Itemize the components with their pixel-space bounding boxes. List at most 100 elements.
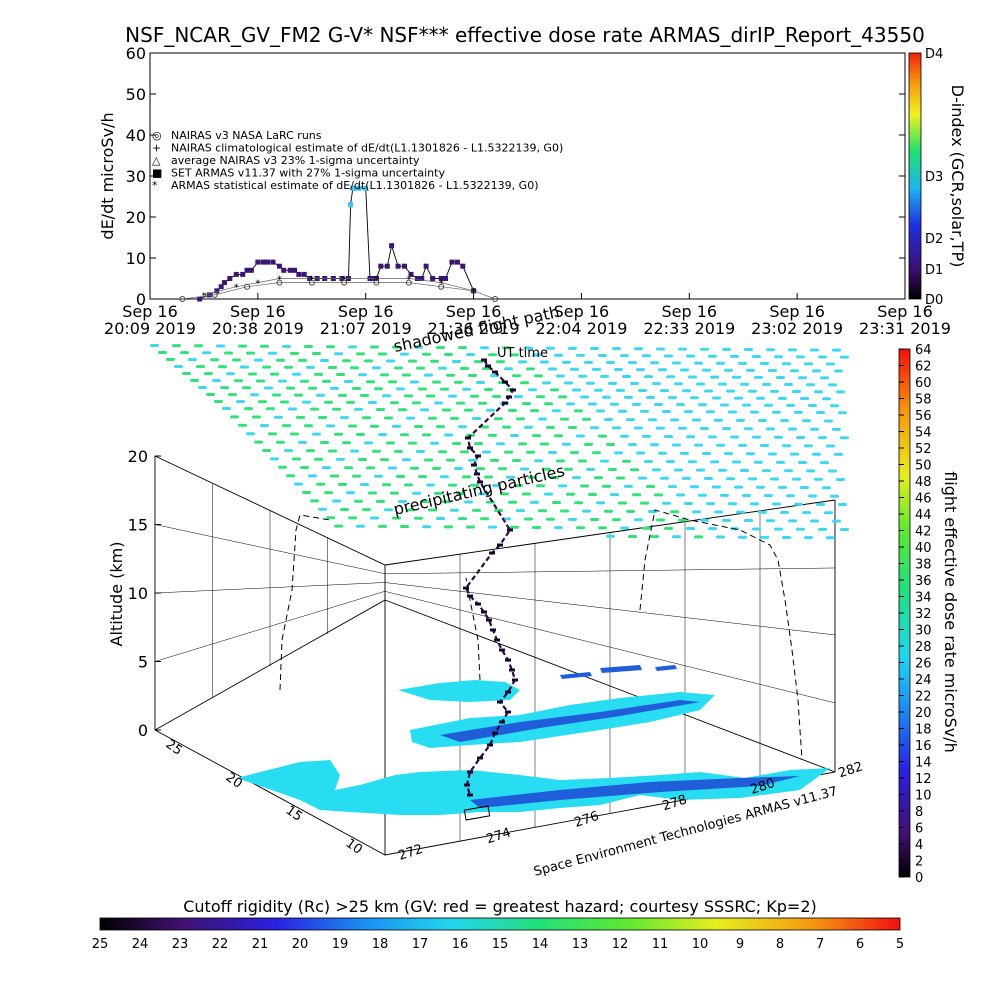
particle-dash xyxy=(530,409,539,413)
particle-dash xyxy=(808,404,817,408)
particle-dash xyxy=(322,466,331,470)
flight-track-point xyxy=(512,678,518,682)
particle-dash xyxy=(340,416,349,420)
particle-dash xyxy=(542,467,551,471)
particle-dash xyxy=(408,441,417,445)
particle-dash xyxy=(636,368,645,372)
particle-dash xyxy=(688,460,697,464)
particle-dash xyxy=(320,359,329,363)
particle-dash xyxy=(444,433,453,437)
legend-entry: average NAIRAS v3 23% 1-sigma uncertaint… xyxy=(171,154,420,167)
particle-dash xyxy=(504,367,513,371)
particle-dash xyxy=(722,347,731,351)
particle-dash xyxy=(716,361,725,365)
top-x-tick-label-time: 21:07 2019 xyxy=(320,319,412,338)
particle-dash xyxy=(362,416,371,420)
particle-dash xyxy=(206,393,215,396)
particle-dash xyxy=(512,459,521,463)
particle-dash xyxy=(338,482,347,486)
flight-track-point xyxy=(467,446,473,450)
particle-dash xyxy=(456,492,465,496)
latitude-tick-label: 20 xyxy=(223,770,245,792)
particle-dash xyxy=(650,535,659,539)
particle-dash xyxy=(390,401,399,405)
particle-dash xyxy=(284,449,293,453)
particle-dash xyxy=(172,344,181,348)
particle-dash xyxy=(662,410,671,413)
particle-dash xyxy=(628,361,637,365)
particle-dash xyxy=(290,351,299,355)
altitude-tick-label: 5 xyxy=(138,653,148,672)
particle-dash xyxy=(516,509,525,513)
particle-dash xyxy=(718,468,727,472)
particle-dash xyxy=(246,432,255,436)
particle-dash xyxy=(224,351,233,355)
top-x-tick-label-date: Sep 16 xyxy=(877,302,933,321)
particle-dash xyxy=(514,484,523,488)
particle-dash xyxy=(698,493,707,497)
particle-dash xyxy=(758,510,767,514)
top-x-tick-label-date: Sep 16 xyxy=(446,302,502,321)
particle-dash xyxy=(590,426,599,430)
particle-dash xyxy=(672,443,681,447)
dose-tick-label: 26 xyxy=(915,657,932,672)
top-series-point xyxy=(281,267,287,273)
flight-track-point xyxy=(487,743,493,747)
particle-dash xyxy=(354,499,363,503)
particle-dash xyxy=(378,524,387,528)
particle-dash xyxy=(502,425,511,429)
longitude-tick-label: 280 xyxy=(749,776,777,798)
particle-dash xyxy=(690,396,699,400)
particle-dash xyxy=(678,426,687,430)
particle-dash xyxy=(666,375,675,379)
particle-dash xyxy=(526,450,535,454)
particle-dash xyxy=(418,387,427,391)
particle-dash xyxy=(550,388,559,392)
flight-track-point xyxy=(463,586,469,590)
dose-tick-label: 14 xyxy=(915,756,932,771)
ground-blue-dots xyxy=(560,665,677,679)
particle-dash xyxy=(324,400,333,404)
particle-dash xyxy=(432,380,441,384)
particle-dash xyxy=(480,517,489,521)
particle-dash xyxy=(664,354,673,358)
particle-dash xyxy=(480,425,489,429)
particle-dash xyxy=(304,345,313,349)
particle-dash xyxy=(308,474,317,478)
particle-dash xyxy=(502,346,511,350)
particle-dash xyxy=(360,394,369,398)
particle-dash xyxy=(400,352,409,356)
particle-dash xyxy=(428,416,437,420)
flight-track-point xyxy=(477,480,483,484)
particle-dash xyxy=(436,345,445,349)
particle-dash xyxy=(620,434,629,438)
particle-dash xyxy=(598,434,607,438)
particle-dash xyxy=(730,435,739,439)
dose-tick-label: 56 xyxy=(915,409,932,424)
particle-dash xyxy=(582,509,591,513)
particle-dash xyxy=(408,359,417,363)
particle-dash xyxy=(188,358,197,362)
particle-dash xyxy=(496,360,505,364)
particle-dash xyxy=(704,389,713,393)
particle-dash xyxy=(304,424,313,428)
particle-dash xyxy=(370,424,379,428)
rigidity-colorbar-group: Cutoff rigidity (Rc) >25 km (GV: red = g… xyxy=(92,897,904,952)
top-series-point: * xyxy=(374,275,379,286)
legend-entry: SET ARMAS v11.37 with 27% 1-sigma uncert… xyxy=(171,167,445,180)
particle-dash xyxy=(712,396,721,400)
top-series-point xyxy=(373,279,380,286)
particle-dash xyxy=(384,508,393,512)
particle-dash xyxy=(426,394,435,398)
particle-dash xyxy=(464,408,473,412)
particle-dash xyxy=(450,416,459,420)
particle-dash xyxy=(592,451,601,455)
particle-dash xyxy=(806,469,815,473)
particle-dash xyxy=(466,525,475,529)
particle-dash xyxy=(816,502,825,506)
particle-dash xyxy=(552,409,561,413)
particle-dash xyxy=(804,362,813,366)
top-series-point xyxy=(341,279,348,286)
particle-dash xyxy=(278,379,287,383)
particle-dash xyxy=(836,390,845,394)
